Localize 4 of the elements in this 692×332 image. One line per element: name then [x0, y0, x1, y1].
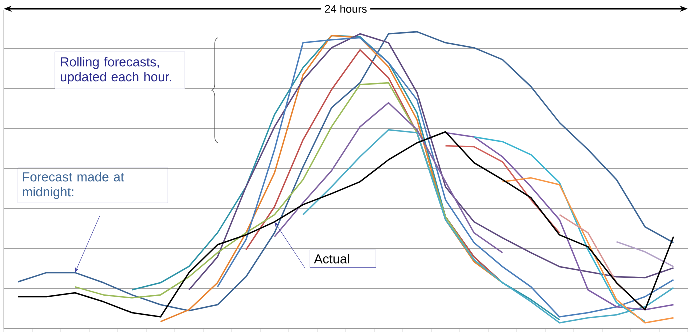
text: Forecast made at midnight: [23, 172, 124, 200]
annotation: Rolling forecasts, updated each hour. [61, 57, 172, 84]
text: Actual [314, 254, 350, 264]
text: 24 hours [325, 4, 367, 14]
